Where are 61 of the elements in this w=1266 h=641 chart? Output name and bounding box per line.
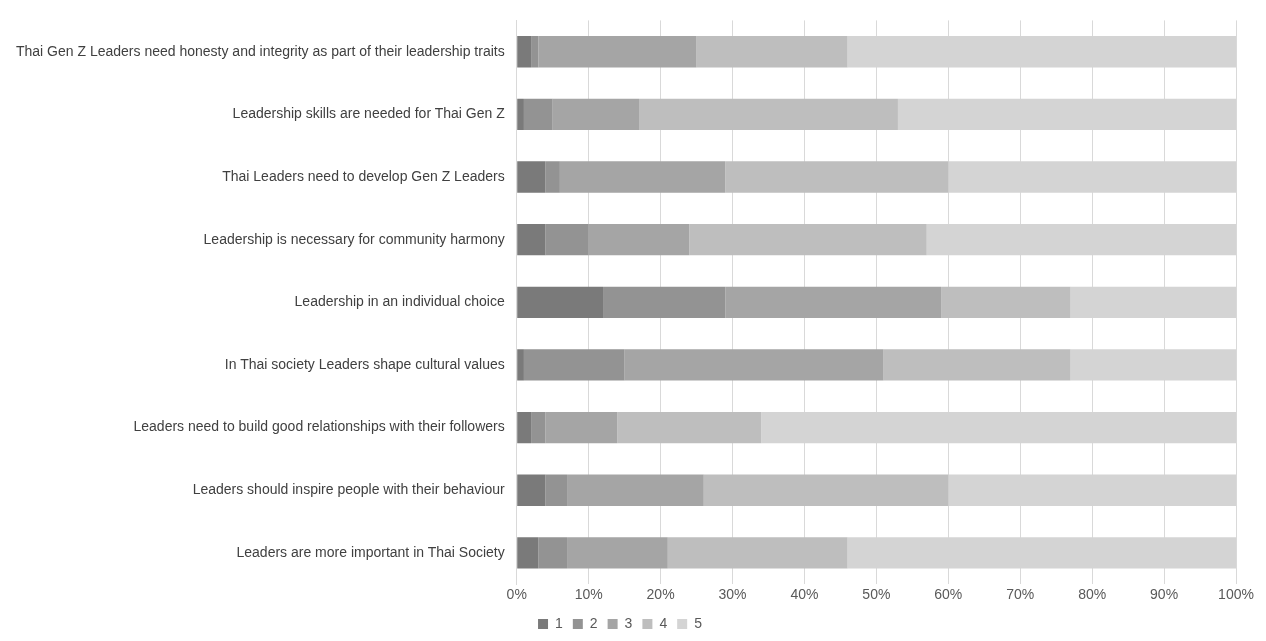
bar [517,161,546,193]
y-tick-label: Thai Leaders need to develop Gen Z Leaders [222,167,505,184]
bar [567,537,668,569]
y-tick-label: Leadership is necessary for community harmony [203,230,505,247]
bar [517,98,524,131]
bar [517,349,524,381]
bar [588,223,690,256]
y-tick-label: Leaders should inspire people with their behaviour [192,481,506,498]
y-tick-label: Leaders are more important in Thai Society [236,543,505,560]
y-tick-label: Thai Gen Z Leaders need honesty and integrity as part of their leadership traits [15,42,505,59]
x-tick-label: 100% [1218,586,1254,603]
bar [689,223,927,256]
x-tick-label: 90% [1150,586,1179,603]
bar [517,411,532,444]
bar [639,98,898,131]
bar [523,98,553,131]
legend-label: 1 [555,614,564,631]
x-tick-label: 60% [934,586,963,603]
bar [517,223,546,256]
bar [531,411,546,444]
bar [941,286,1071,318]
bar [703,474,949,506]
bar [538,537,568,569]
bar [559,161,726,193]
bar [883,349,1071,381]
x-tick-label: 0% [506,586,527,603]
x-tick-label: 40% [790,586,819,603]
x-tick-label: 70% [1006,586,1035,603]
bar [517,474,546,506]
y-tick-label: Leadership skills are needed for Thai Gen Z [232,105,506,122]
bar [517,36,532,68]
legend-label: 3 [624,614,633,631]
bar [725,161,949,193]
legend-label: 2 [589,614,598,631]
bar [545,474,568,506]
x-tick-label: 80% [1078,586,1107,603]
bar [517,286,604,318]
bar [552,98,639,131]
bar [545,411,618,444]
bar [517,537,539,569]
bar [538,36,697,68]
bar [667,537,848,569]
bar [624,349,884,381]
bar [617,411,762,444]
x-tick-label: 30% [718,586,747,603]
y-tick-label: In Thai society Leaders shape cultural values [224,355,505,372]
bar [725,286,942,318]
x-tick-label: 50% [862,586,891,603]
x-tick-label: 10% [574,586,603,603]
bar [567,474,704,506]
legend-label: 4 [659,614,668,631]
y-tick-label: Leaders need to build good relationships with their followers [133,418,505,435]
bar [696,36,848,68]
bar [603,286,726,318]
legend-label: 5 [694,614,703,631]
y-tick-label: Leadership in an individual choice [294,293,505,310]
x-tick-label: 20% [646,586,675,603]
bar [523,349,625,381]
bar [545,161,560,193]
bar [545,223,589,256]
bar [531,36,539,68]
